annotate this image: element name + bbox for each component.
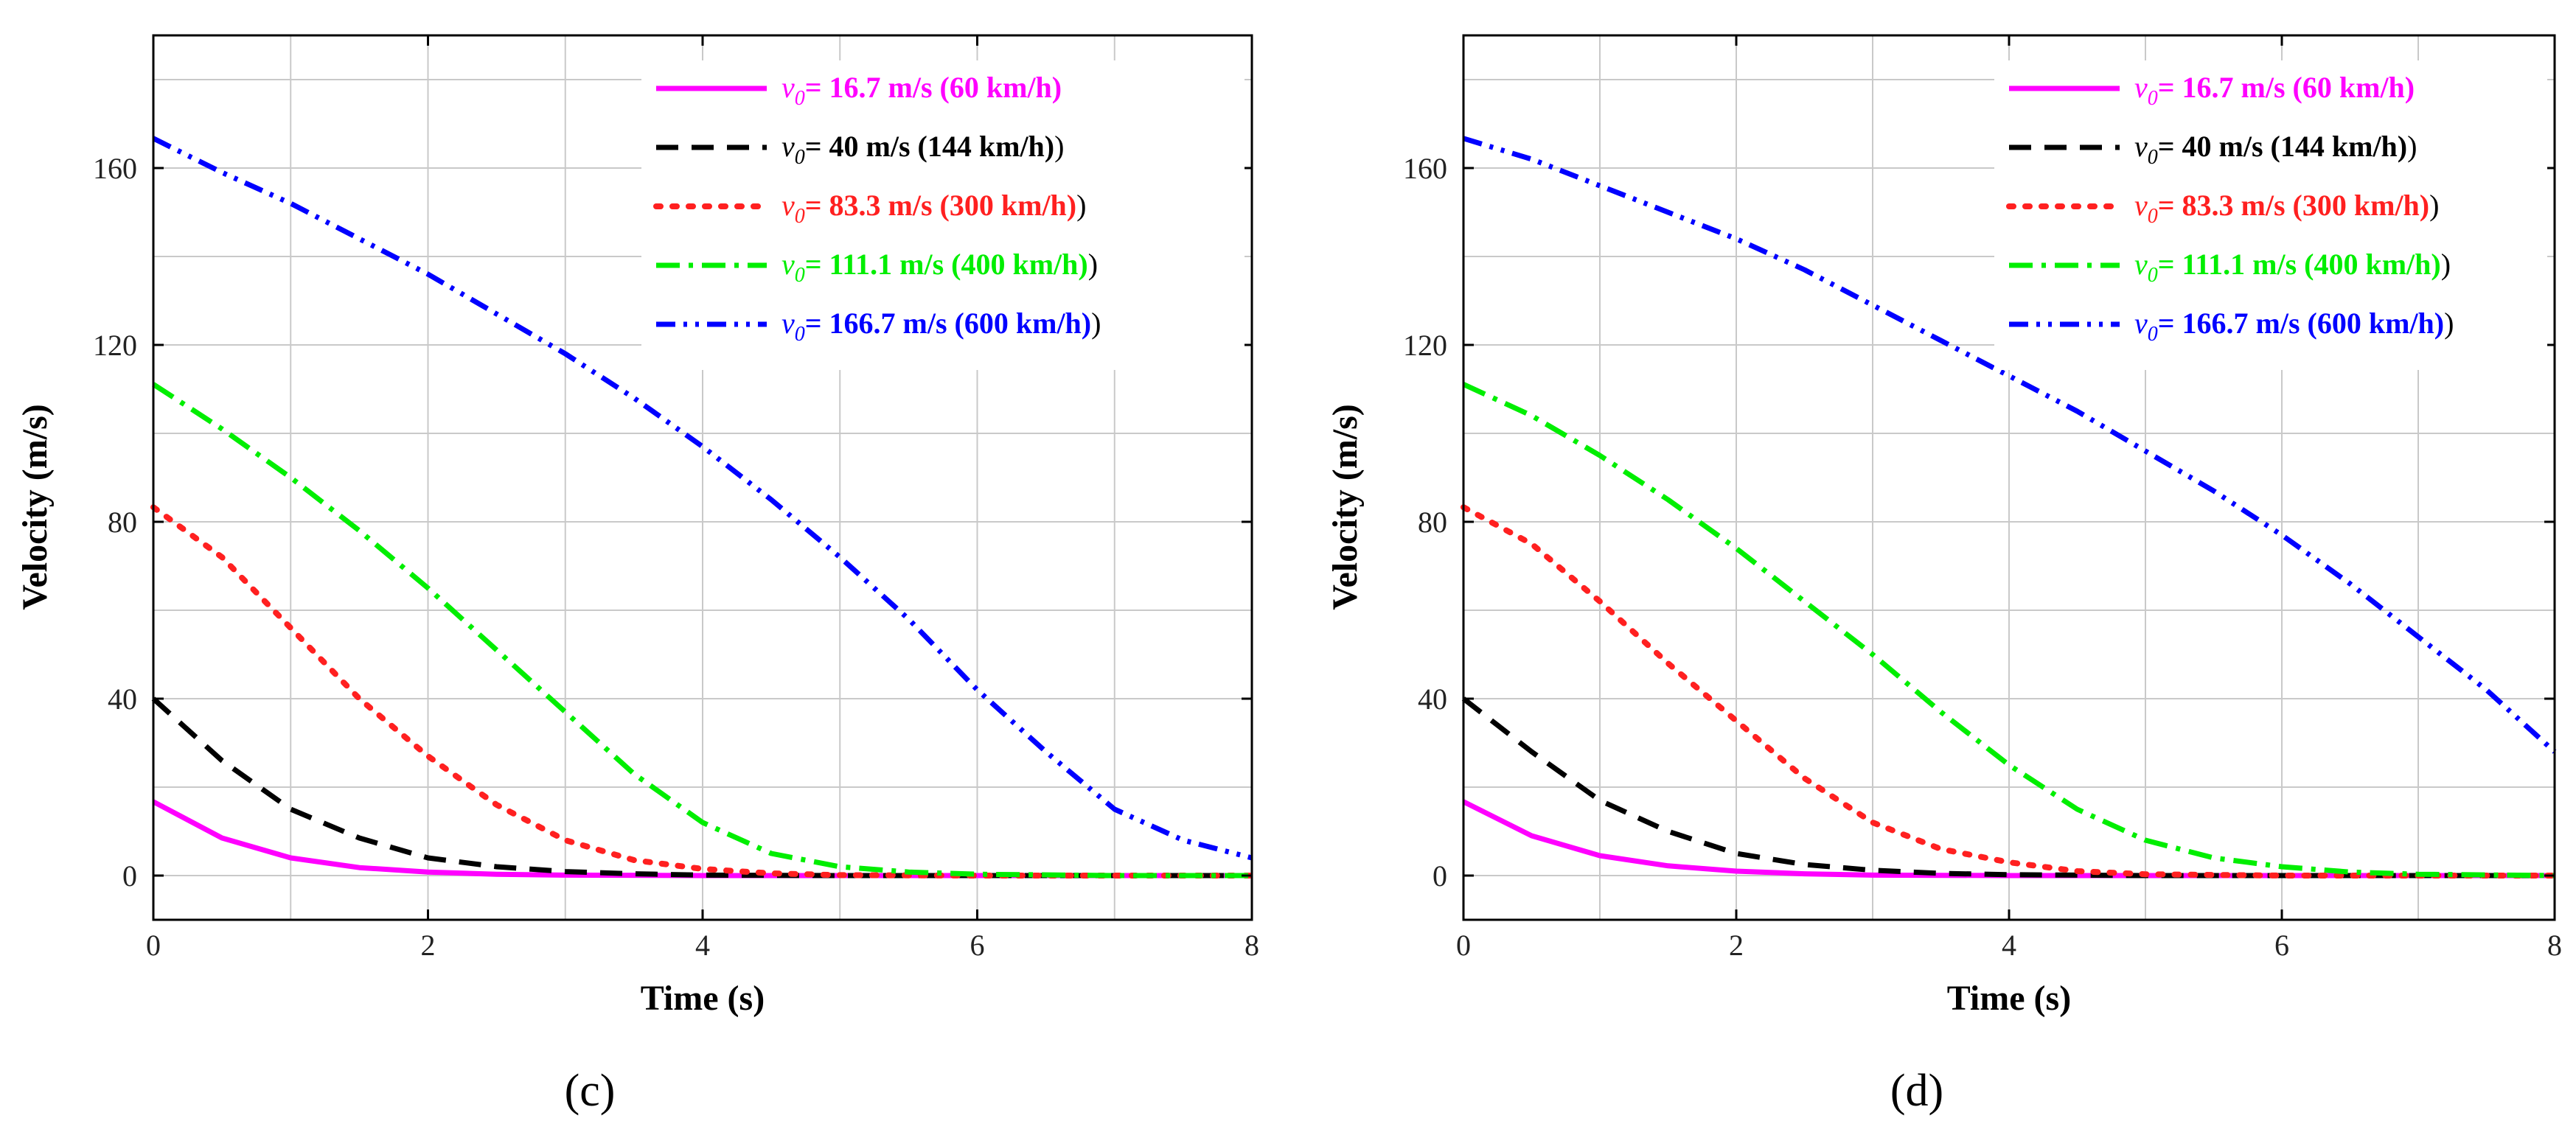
legend-label: v0= 166.7 m/s (600 km/h)) <box>2134 307 2454 346</box>
series-line-1 <box>1461 696 2555 879</box>
y-tick-label: 160 <box>93 152 137 185</box>
x-tick-label: 0 <box>146 929 161 962</box>
x-tick-label: 2 <box>421 929 436 962</box>
x-tick-label: 6 <box>2274 929 2289 962</box>
series-line-4 <box>1462 136 2557 754</box>
legend-label: v0= 40 m/s (144 km/h)) <box>2134 130 2417 169</box>
legend-entry-1: v0= 40 m/s (144 km/h)) <box>2009 130 2417 169</box>
series-group <box>1461 136 2558 879</box>
y-axis-title: Velocity (m/s) <box>1326 404 1365 610</box>
y-tick-label: 160 <box>1403 152 1447 185</box>
y-tick-label: 120 <box>1403 329 1447 362</box>
legend: v0= 16.7 m/s (60 km/h) v0= 40 m/s (144 km… <box>1994 60 2547 370</box>
y-tick-label: 0 <box>1433 859 1447 893</box>
y-tick-label: 80 <box>108 506 137 539</box>
legend-label: v0= 16.7 m/s (60 km/h) <box>781 71 1062 110</box>
x-tick-label: 2 <box>1729 929 1744 962</box>
legend-label: v0= 111.1 m/s (400 km/h)) <box>781 248 1098 287</box>
series-line-4 <box>152 136 1253 861</box>
y-tick-label: 40 <box>108 682 137 716</box>
panel-label-d: (d) <box>1890 1066 1943 1116</box>
series-line-2 <box>1461 504 2558 879</box>
legend-label: v0= 40 m/s (144 km/h)) <box>781 130 1064 169</box>
y-tick-label: 0 <box>122 859 137 893</box>
legend-label: v0= 83.3 m/s (300 km/h)) <box>2134 189 2439 228</box>
legend-entry-2: v0= 83.3 m/s (300 km/h)) <box>653 189 1086 228</box>
legend-label: v0= 16.7 m/s (60 km/h) <box>2134 71 2415 110</box>
legend-entry-0: v0= 16.7 m/s (60 km/h) <box>2009 71 2415 110</box>
legend-entry-0: v0= 16.7 m/s (60 km/h) <box>656 71 1062 110</box>
y-tick-label: 80 <box>1418 506 1447 539</box>
x-tick-label: 4 <box>695 929 710 962</box>
legend: v0= 16.7 m/s (60 km/h) v0= 40 m/s (144 km… <box>641 60 1245 370</box>
series-line-3 <box>152 382 1252 879</box>
panel-label-c: (c) <box>565 1066 616 1116</box>
series-line-3 <box>1462 382 2555 879</box>
legend-entry-3: v0= 111.1 m/s (400 km/h)) <box>2009 248 2451 287</box>
legend-background <box>641 60 1245 370</box>
legend-entry-4: v0= 166.7 m/s (600 km/h)) <box>656 307 1101 346</box>
legend-label: v0= 111.1 m/s (400 km/h)) <box>2134 248 2451 287</box>
legend-background <box>1994 60 2547 370</box>
x-tick-label: 8 <box>1245 929 1259 962</box>
legend-entry-4: v0= 166.7 m/s (600 km/h)) <box>2009 307 2454 346</box>
x-tick-label: 4 <box>2002 929 2016 962</box>
x-tick-label: 6 <box>970 929 985 962</box>
x-tick-label: 8 <box>2547 929 2562 962</box>
x-tick-label: 0 <box>1456 929 1471 962</box>
series-group <box>150 136 1255 879</box>
legend-entry-2: v0= 83.3 m/s (300 km/h)) <box>2006 189 2439 228</box>
legend-entry-3: v0= 111.1 m/s (400 km/h)) <box>656 248 1098 287</box>
y-tick-label: 120 <box>93 329 137 362</box>
y-tick-label: 40 <box>1418 682 1447 716</box>
legend-entry-1: v0= 40 m/s (144 km/h)) <box>656 130 1064 169</box>
series-line-1 <box>151 696 1252 879</box>
x-axis-title: Time (s) <box>641 979 765 1018</box>
legend-label: v0= 83.3 m/s (300 km/h)) <box>781 189 1086 228</box>
legend-label: v0= 166.7 m/s (600 km/h)) <box>781 307 1101 346</box>
y-axis-title: Velocity (m/s) <box>15 404 55 610</box>
x-axis-title: Time (s) <box>1947 979 2071 1018</box>
